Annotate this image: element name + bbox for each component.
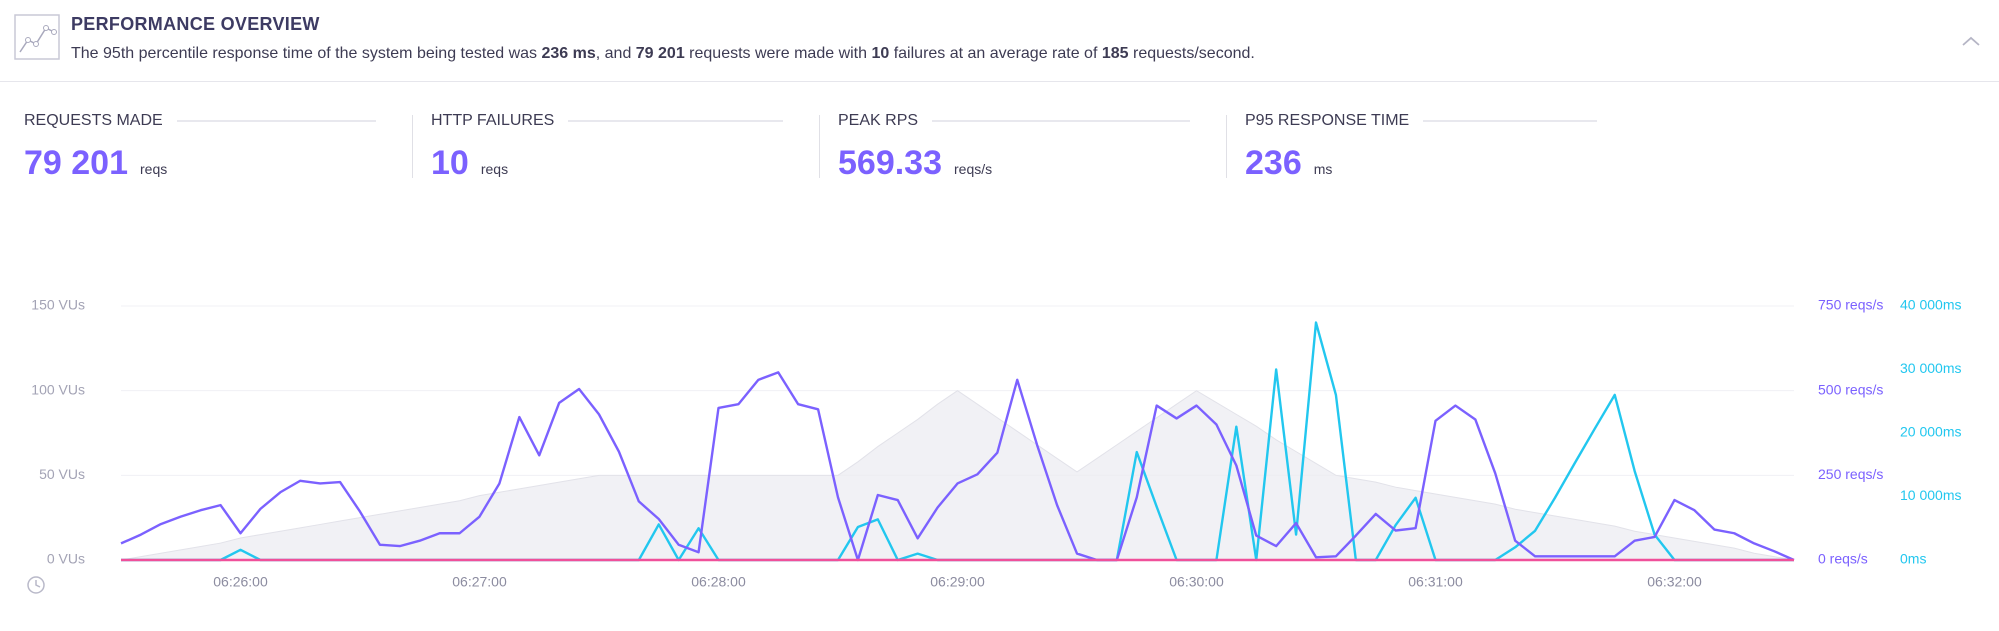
- x-tick-label: 06:30:00: [1169, 574, 1224, 590]
- stat-card: PEAK RPS 569.33 reqs/s: [838, 110, 1218, 183]
- y3-tick-label: 0ms: [1900, 551, 1926, 567]
- series-line: [120, 371, 1795, 562]
- stat-card: P95 RESPONSE TIME 236 ms: [1245, 110, 1625, 183]
- stat-number: 79 201: [24, 144, 128, 182]
- stat-value: 79 201 reqs: [24, 144, 167, 183]
- stat-label: PEAK RPS: [838, 112, 1190, 130]
- y-tick-label: 50 VUs: [39, 466, 85, 482]
- y2-tick-label: 0 reqs/s: [1818, 551, 1868, 567]
- stat-value: 569.33 reqs/s: [838, 144, 992, 183]
- summary-text: requests/second.: [1128, 45, 1255, 62]
- stat-unit: reqs/s: [954, 161, 993, 177]
- stat-unit: ms: [1313, 161, 1333, 177]
- stat-number: 236: [1245, 144, 1302, 182]
- divider: [412, 115, 413, 178]
- y-tick-label: 0 VUs: [47, 551, 85, 567]
- section-title: PERFORMANCE OVERVIEW: [71, 14, 320, 34]
- summary-text: , and: [595, 45, 636, 62]
- stat-value: 10 reqs: [431, 144, 508, 183]
- separator: [0, 81, 1999, 82]
- y-tick-label: 150 VUs: [31, 297, 85, 313]
- x-tick-label: 06:31:00: [1408, 574, 1463, 590]
- summary-text: failures at an average rate of: [889, 45, 1102, 62]
- x-tick-label: 06:26:00: [213, 574, 268, 590]
- stat-card: HTTP FAILURES 10 reqs: [431, 110, 811, 183]
- x-tick-label: 06:28:00: [691, 574, 746, 590]
- summary-text: requests were made with: [684, 45, 872, 62]
- divider: [819, 115, 820, 178]
- stat-card: REQUESTS MADE 79 201 reqs: [24, 110, 404, 183]
- collapse-chevron[interactable]: [1960, 34, 1982, 48]
- y3-tick-label: 10 000ms: [1900, 487, 1961, 503]
- x-tick-label: 06:27:00: [452, 574, 507, 590]
- y3-tick-label: 30 000ms: [1900, 360, 1961, 376]
- stat-value: 236 ms: [1245, 144, 1332, 183]
- stat-label: P95 RESPONSE TIME: [1245, 112, 1597, 130]
- stat-label: HTTP FAILURES: [431, 112, 783, 130]
- stat-number: 569.33: [838, 144, 942, 182]
- summary-bold: 236 ms: [541, 45, 596, 62]
- summary: The 95th percentile response time of the…: [71, 45, 1255, 63]
- summary-bold: 10: [871, 45, 890, 62]
- summary-text: The 95th percentile response time of the…: [71, 45, 542, 62]
- stat-label: REQUESTS MADE: [24, 112, 376, 130]
- x-tick-label: 06:32:00: [1647, 574, 1702, 590]
- y3-tick-label: 20 000ms: [1900, 424, 1961, 440]
- y2-tick-label: 500 reqs/s: [1818, 381, 1883, 397]
- summary-bold: 79 201: [635, 45, 685, 62]
- vus-area: [120, 390, 1795, 561]
- stat-number: 10: [431, 144, 469, 182]
- overview-icon: [14, 14, 60, 60]
- y2-tick-label: 750 reqs/s: [1818, 297, 1883, 313]
- summary-bold: 185: [1101, 45, 1129, 62]
- x-tick-label: 06:29:00: [930, 574, 985, 590]
- y2-tick-label: 250 reqs/s: [1818, 466, 1883, 482]
- y-tick-label: 100 VUs: [31, 381, 85, 397]
- divider: [1226, 115, 1227, 178]
- stat-unit: reqs: [140, 161, 168, 177]
- y3-tick-label: 40 000ms: [1900, 297, 1961, 313]
- clock-icon: [27, 576, 45, 594]
- stat-unit: reqs: [480, 161, 509, 177]
